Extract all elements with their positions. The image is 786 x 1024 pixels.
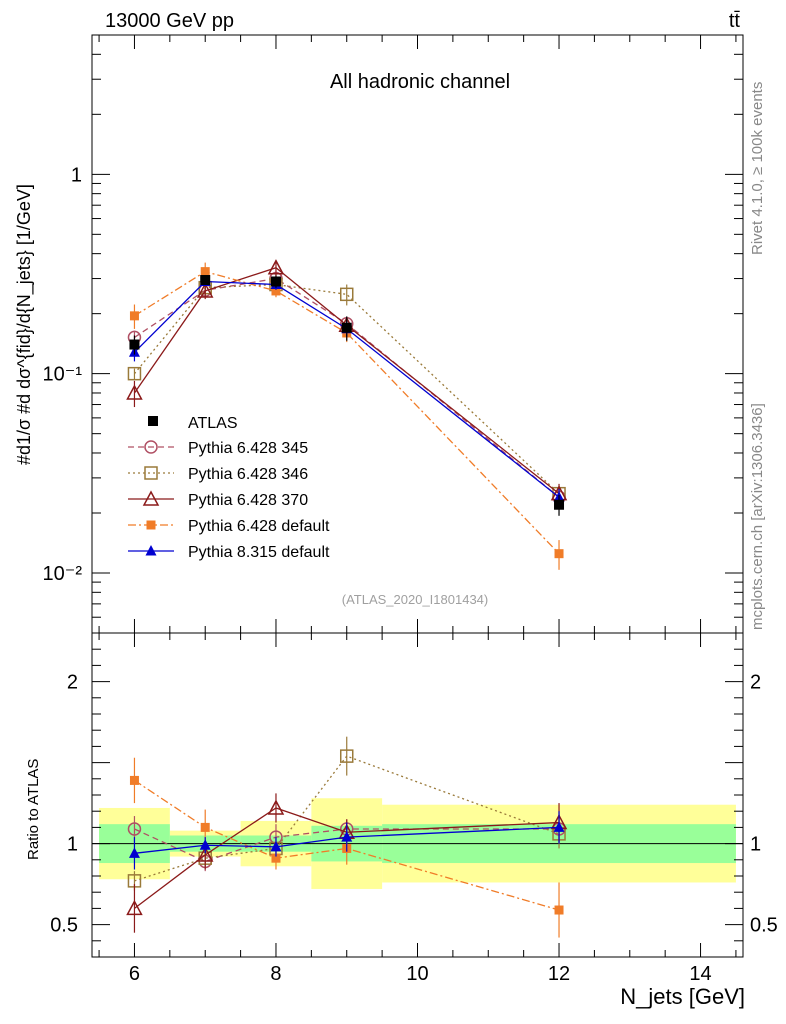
legend-label: ATLAS [188,415,238,432]
atlas-point [341,322,352,333]
ratio-y-tick-label: 1 [67,834,78,856]
ratio-series [126,736,568,938]
series-line-main [134,270,560,555]
series-point-ratio [196,846,214,862]
ratio-y-tick-label-right: 0.5 [750,915,778,937]
series-point-ratio [126,899,143,916]
legend-marker [145,545,157,556]
ratio-frame [91,632,744,958]
series-point-ratio [129,775,139,785]
ratio-y-tick-label-right: 2 [750,672,761,694]
energy-label: 13000 GeV pp [105,10,234,32]
x-tick-label: 6 [129,963,140,985]
series-point-ratio [199,839,211,850]
series-line-main [133,283,560,495]
ratio-y-tick-label: 2 [67,672,78,694]
series-point-main [127,366,142,381]
series-point-main [267,259,285,275]
atlas-point [554,499,565,510]
series-point-ratio [127,822,142,836]
series-point-main [200,267,210,277]
series-point-ratio [270,840,282,852]
legend-label: Pythia 6.428 345 [188,440,308,457]
legend-marker [142,490,160,506]
legend-marker-atlas [148,416,158,426]
x-axis-label: N_jets [GeV] [620,984,745,1009]
channel-label: All hadronic channel [330,71,510,93]
legend-label: Pythia 8.315 default [188,544,330,561]
y-tick-label: 10⁻² [43,563,83,585]
x-tick-label: 14 [689,963,711,985]
mcplots-label: mcplots.cern.ch [arXiv:1306.3436] [749,403,766,630]
atlas-point [200,275,211,286]
series-line-main [133,280,560,498]
series-point-ratio [553,821,565,832]
axis-ticks [92,34,743,957]
series-point-main [339,287,354,302]
atlas-data-points [129,275,565,516]
legend-marker [146,520,156,530]
legend-label: Pythia 6.428 370 [188,492,308,509]
x-tick-label: 10 [406,963,428,985]
series-point-ratio [271,853,281,863]
series-point-ratio [341,831,353,842]
series-point-ratio [267,799,285,815]
ratio-y-tick-label: 0.5 [50,915,78,937]
process-label: tt̄ [729,10,741,32]
series-point-main [196,282,214,298]
series-point-main [126,384,143,400]
series-point-ratio [128,847,140,858]
x-tick-label: 12 [548,963,570,985]
series-point-ratio [200,822,210,832]
series-line-main [134,277,560,498]
series-point-ratio [339,749,354,763]
legend: ATLAS Pythia 6.428 345 Pythia 6.428 346 Pyt… [128,415,330,561]
atlas-point [129,339,140,350]
series-point-main [129,311,139,321]
y-tick-label: 1 [71,164,82,186]
rivet-version-label: Rivet 4.1.0, ≥ 100k events [749,82,766,255]
legend-label: Pythia 6.428 default [188,518,330,535]
series-point-ratio [554,905,564,915]
series-point-main [554,549,564,559]
ratio-y-tick-label-right: 1 [750,834,761,856]
ratio-y-axis-label: Ratio to ATLAS [25,759,42,860]
analysis-id: (ATLAS_2020_I1801434) [342,592,488,607]
legend-marker [144,466,158,480]
legend-label: Pythia 6.428 346 [188,466,308,483]
series-point-main [271,286,281,296]
atlas-point [270,276,281,287]
x-tick-label: 8 [270,963,281,985]
y-tick-label: 10⁻¹ [43,364,83,386]
legend-marker [144,440,158,454]
main-y-axis-label: #d1/σ #d dσ^{fid}/d{N_jets} [1/GeV] [14,184,35,465]
